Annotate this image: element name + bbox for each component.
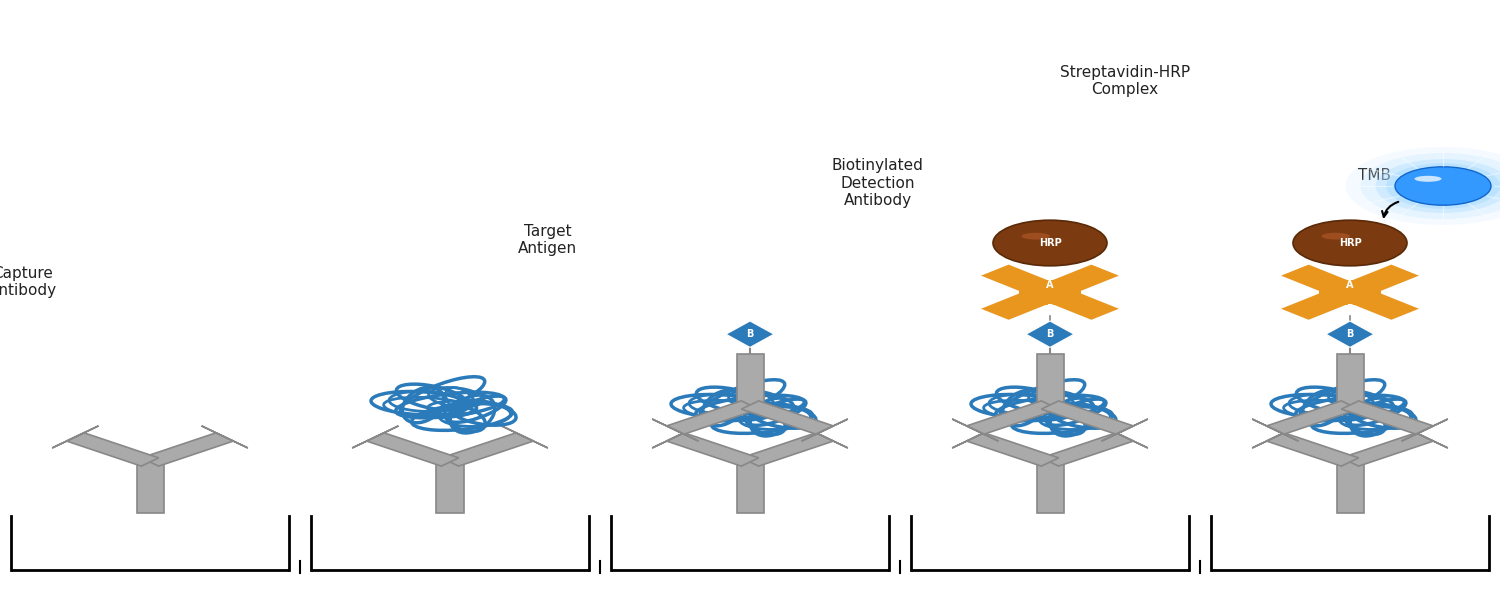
- Polygon shape: [741, 401, 834, 434]
- Circle shape: [1346, 147, 1500, 225]
- Circle shape: [1395, 167, 1491, 205]
- Polygon shape: [366, 433, 459, 466]
- Text: TMB: TMB: [1358, 168, 1390, 182]
- Polygon shape: [652, 426, 699, 448]
- Text: HRP: HRP: [1338, 238, 1362, 248]
- Ellipse shape: [1414, 176, 1442, 182]
- Ellipse shape: [1322, 233, 1350, 239]
- Polygon shape: [1041, 401, 1134, 434]
- Polygon shape: [1036, 354, 1064, 405]
- Polygon shape: [952, 426, 999, 448]
- Polygon shape: [201, 426, 248, 448]
- Polygon shape: [801, 426, 847, 448]
- Polygon shape: [1101, 419, 1148, 441]
- Polygon shape: [801, 419, 847, 441]
- Polygon shape: [1336, 462, 1364, 513]
- Polygon shape: [53, 426, 99, 448]
- Circle shape: [1293, 220, 1407, 266]
- Polygon shape: [736, 354, 764, 405]
- Polygon shape: [1252, 426, 1299, 448]
- Polygon shape: [666, 433, 759, 466]
- Polygon shape: [1026, 321, 1074, 347]
- Text: B: B: [1047, 329, 1053, 339]
- Polygon shape: [981, 265, 1119, 320]
- Polygon shape: [1041, 433, 1134, 466]
- Polygon shape: [1341, 433, 1434, 466]
- Polygon shape: [441, 433, 534, 466]
- Polygon shape: [1318, 280, 1382, 305]
- Polygon shape: [1266, 401, 1359, 434]
- Polygon shape: [436, 462, 463, 513]
- Circle shape: [993, 220, 1107, 266]
- Polygon shape: [1101, 426, 1148, 448]
- Circle shape: [1360, 153, 1500, 219]
- Text: HRP: HRP: [1038, 238, 1062, 248]
- Text: B: B: [747, 329, 753, 339]
- Polygon shape: [741, 433, 834, 466]
- Polygon shape: [1336, 354, 1364, 405]
- Text: A: A: [1347, 280, 1353, 290]
- Text: A: A: [1047, 280, 1053, 290]
- Polygon shape: [966, 433, 1059, 466]
- Polygon shape: [136, 462, 164, 513]
- Polygon shape: [1036, 462, 1064, 513]
- Polygon shape: [1281, 265, 1419, 320]
- Polygon shape: [666, 401, 759, 434]
- Text: Biotinylated
Detection
Antibody: Biotinylated Detection Antibody: [831, 158, 924, 208]
- Text: Target
Antigen: Target Antigen: [518, 224, 578, 256]
- Polygon shape: [981, 265, 1119, 320]
- Ellipse shape: [1022, 233, 1050, 239]
- Polygon shape: [726, 321, 774, 347]
- Text: B: B: [1347, 329, 1353, 339]
- Circle shape: [1386, 163, 1500, 209]
- Polygon shape: [952, 419, 999, 441]
- Polygon shape: [1341, 401, 1434, 434]
- Text: Streptavidin-HRP
Complex: Streptavidin-HRP Complex: [1060, 65, 1190, 97]
- Polygon shape: [736, 462, 764, 513]
- Polygon shape: [1252, 419, 1299, 441]
- Polygon shape: [141, 433, 234, 466]
- Polygon shape: [1401, 426, 1447, 448]
- Polygon shape: [1281, 265, 1419, 320]
- Polygon shape: [66, 433, 159, 466]
- Polygon shape: [352, 426, 399, 448]
- Text: Capture
Antibody: Capture Antibody: [0, 266, 57, 298]
- Polygon shape: [1401, 419, 1447, 441]
- Polygon shape: [966, 401, 1059, 434]
- Circle shape: [1376, 159, 1500, 213]
- Polygon shape: [652, 419, 699, 441]
- Polygon shape: [1266, 433, 1359, 466]
- Polygon shape: [1019, 280, 1082, 305]
- Text: B: B: [1347, 304, 1353, 314]
- Text: B: B: [1047, 304, 1053, 314]
- Polygon shape: [501, 426, 548, 448]
- Polygon shape: [1326, 321, 1374, 347]
